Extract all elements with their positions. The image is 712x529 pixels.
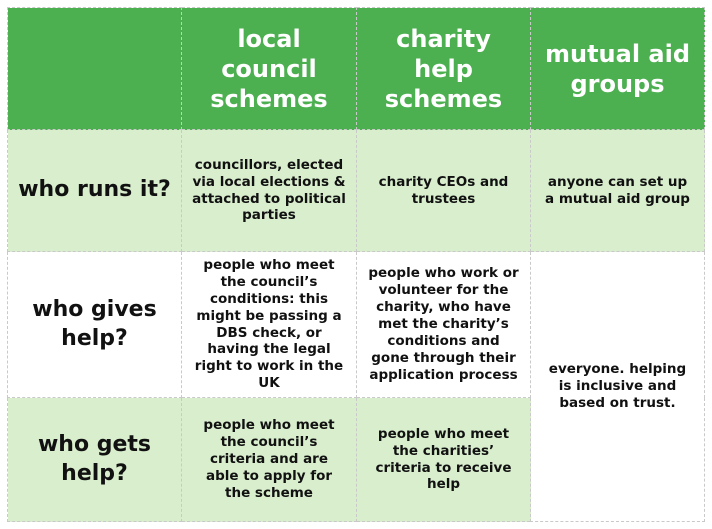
cell-gets-charity: people who meet the charities’ criteria … (356, 397, 531, 522)
row-label-who-gives: who gives help? (7, 251, 182, 398)
header-charity-help: charity help schemes (356, 7, 531, 130)
header-row: local council schemes charity help schem… (7, 7, 705, 130)
cell-gives-charity: people who work or volunteer for the cha… (356, 251, 531, 398)
row-who-gets: who gets help? people who meet the counc… (7, 397, 705, 522)
cell-runs-charity: charity CEOs and trustees (356, 129, 531, 252)
cell-gives-council: people who meet the council’s conditions… (181, 251, 357, 398)
row-label-who-runs: who runs it? (7, 129, 182, 252)
row-label-who-gets: who gets help? (7, 397, 182, 522)
header-mutual-aid: mutual aid groups (530, 7, 705, 130)
header-corner (7, 7, 182, 130)
cell-gets-council: people who meet the council’s criteria a… (181, 397, 357, 522)
row-who-gives: who gives help? people who meet the coun… (7, 251, 705, 522)
comparison-table: local council schemes charity help schem… (7, 7, 705, 522)
cell-runs-mutual-aid: anyone can set up a mutual aid group (530, 129, 705, 252)
cell-runs-council: councillors, elected via local elections… (181, 129, 357, 252)
row-who-runs: who runs it? councillors, elected via lo… (7, 129, 705, 252)
cell-mutual-aid-merged: everyone. helping is inclusive and based… (530, 251, 705, 522)
header-local-council: local council schemes (181, 7, 357, 130)
